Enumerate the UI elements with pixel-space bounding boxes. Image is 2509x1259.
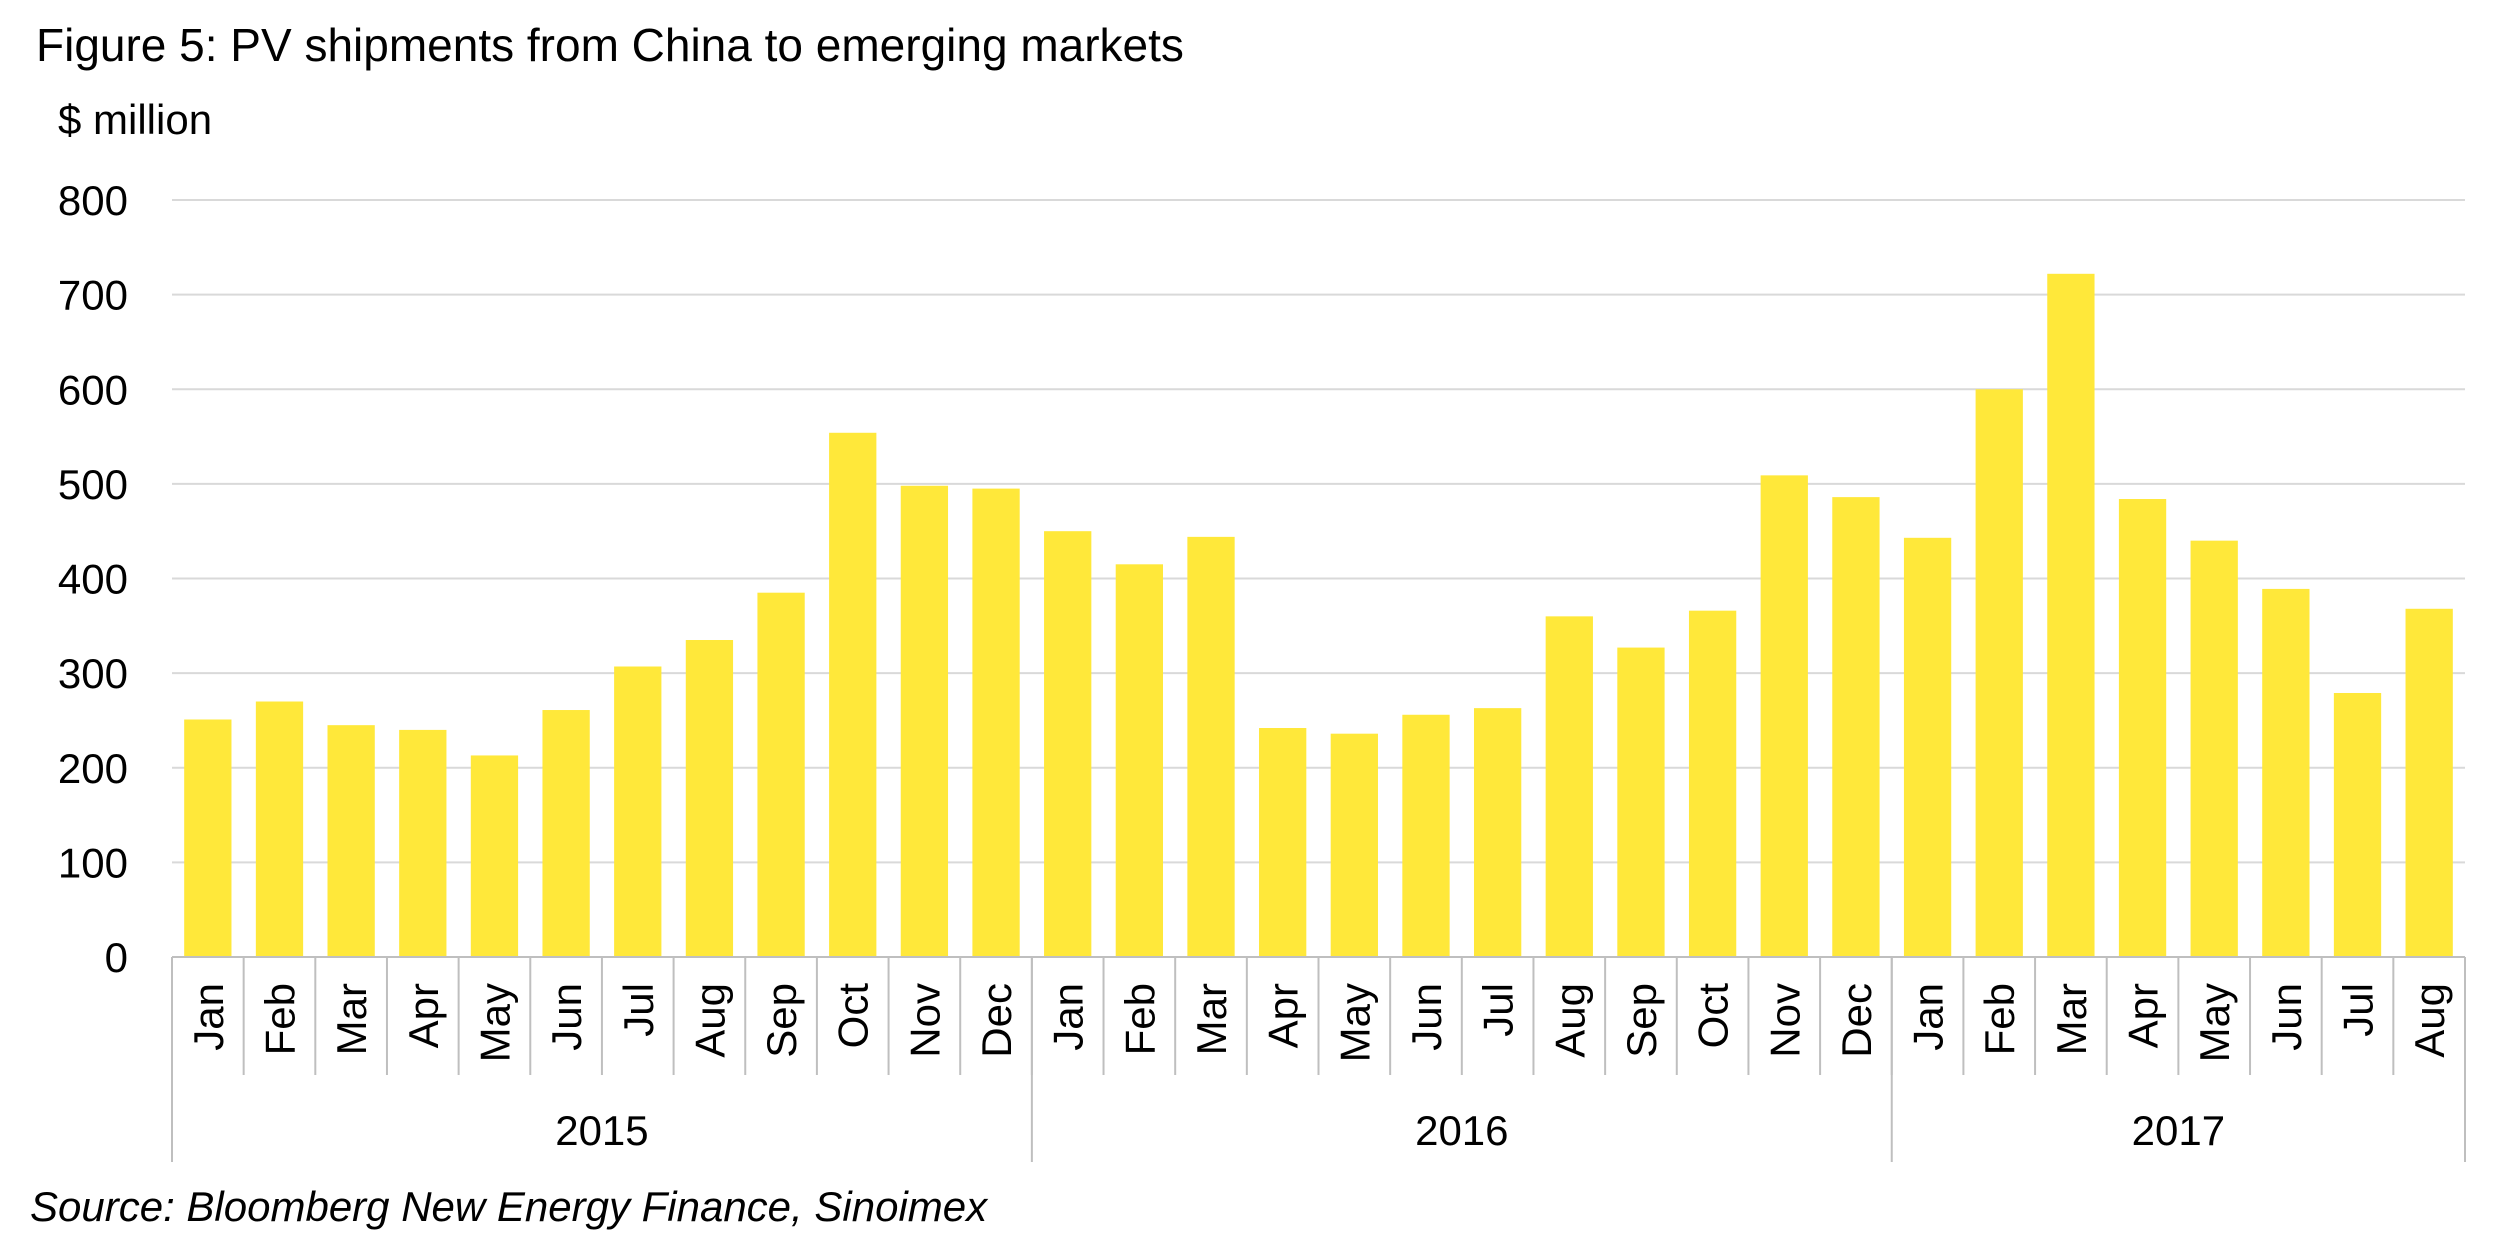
x-tick-label: Dec: [1833, 983, 1880, 1058]
bar-nov-10: [900, 485, 949, 957]
y-tick-label: 0: [105, 934, 128, 981]
x-tick-label: Nov: [1761, 983, 1808, 1058]
x-tick-label: Jan: [185, 983, 232, 1051]
bar-mar-14: [1187, 536, 1235, 957]
bar-sep-8: [757, 592, 805, 957]
x-tick-label: Apr: [1260, 983, 1307, 1048]
bar-may-28: [2190, 540, 2238, 957]
x-tick-label: Nov: [901, 983, 948, 1058]
y-tick-label: 700: [58, 272, 128, 319]
x-tick-label: Aug: [686, 983, 733, 1058]
group-label-2017: 2017: [2132, 1107, 2225, 1154]
y-tick-label: 100: [58, 839, 128, 886]
x-tick-label: May: [471, 983, 518, 1062]
x-tick-label: May: [2191, 983, 2238, 1062]
bar-aug-7: [685, 640, 734, 957]
x-tick-label: Jul: [2335, 983, 2382, 1037]
bar-dec-11: [972, 488, 1020, 957]
bar-dec-23: [1832, 497, 1880, 957]
x-tick-label: Sep: [758, 983, 805, 1058]
x-tick-label: Oct: [1690, 983, 1737, 1049]
x-tick-label: Mar: [1188, 983, 1235, 1055]
x-tick-label: Aug: [2406, 983, 2453, 1058]
x-tick-label: Mar: [328, 983, 375, 1055]
year-group-labels: 2015 2016 2017: [555, 1107, 2225, 1154]
x-tick-label: Oct: [830, 983, 877, 1049]
x-tick-label: Jun: [1403, 983, 1450, 1051]
x-tick-label: Apr: [2120, 983, 2167, 1048]
x-tick-label: Feb: [1976, 983, 2023, 1055]
bar-jul-30: [2333, 692, 2382, 957]
x-tick-label: Jan: [1045, 983, 1092, 1051]
bar-apr-27: [2118, 499, 2167, 957]
y-tick-label: 300: [58, 650, 128, 697]
bar-jan-24: [1903, 537, 1952, 957]
bar-jul-6: [614, 666, 662, 957]
bar-oct-21: [1688, 610, 1737, 957]
x-tick-label: Feb: [1116, 983, 1163, 1055]
axes: [171, 956, 2466, 1162]
y-tick-labels: 0 100 200 300 400 500 600 700 800: [58, 177, 128, 981]
y-tick-label: 400: [58, 556, 128, 603]
bar-mar-26: [2047, 273, 2095, 957]
bar-jan-0: [184, 719, 232, 957]
x-tick-labels: Jan Feb Mar Apr May Jun Jul Aug Sep Oct Nov Dec Jan F…: [185, 983, 2453, 1063]
bar-jun-17: [1402, 714, 1450, 957]
bar-jan-12: [1044, 531, 1092, 957]
chart-title: Figure 5: PV shipments from China to eme…: [36, 19, 1184, 71]
bar-apr-15: [1259, 728, 1307, 957]
bar-mar-2: [327, 725, 375, 957]
y-tick-label: 200: [58, 745, 128, 792]
y-axis-unit-label: $ million: [58, 96, 213, 143]
y-tick-label: 800: [58, 177, 128, 224]
bar-jun-5: [542, 710, 590, 957]
x-tick-label: Sep: [1618, 983, 1665, 1058]
x-tick-label: Jun: [2263, 983, 2310, 1051]
bars: [184, 273, 2453, 958]
bar-may-4: [470, 755, 519, 957]
bar-feb-1: [255, 701, 304, 957]
bar-apr-3: [399, 729, 447, 957]
x-tick-label: Dec: [973, 983, 1020, 1058]
y-tick-label: 600: [58, 366, 128, 413]
group-label-2016: 2016: [1415, 1107, 1508, 1154]
bar-sep-20: [1617, 647, 1665, 957]
bar-jul-18: [1473, 708, 1522, 957]
x-tick-label: Aug: [1546, 983, 1593, 1058]
x-tick-label: Jun: [543, 983, 590, 1051]
bar-may-16: [1330, 733, 1378, 957]
bar-oct-9: [829, 432, 877, 958]
bar-aug-31: [2405, 608, 2453, 957]
x-tick-label: May: [1331, 983, 1378, 1062]
bar-nov-22: [1760, 475, 1808, 957]
y-tick-label: 500: [58, 461, 128, 508]
bar-feb-25: [1975, 389, 2023, 957]
x-tick-label: Apr: [400, 983, 447, 1048]
x-tick-label: Mar: [2048, 983, 2095, 1055]
source-note: Source: Bloomberg New Energy Finance, Si…: [30, 1183, 988, 1230]
x-tick-label: Jan: [1905, 983, 1952, 1051]
group-label-2015: 2015: [555, 1107, 648, 1154]
bar-jun-29: [2262, 588, 2310, 957]
x-tick-label: Jul: [1475, 983, 1522, 1037]
x-tick-label: Jul: [615, 983, 662, 1037]
x-tick-label: Feb: [256, 983, 303, 1055]
bar-aug-19: [1545, 616, 1593, 957]
bar-feb-13: [1115, 564, 1164, 957]
